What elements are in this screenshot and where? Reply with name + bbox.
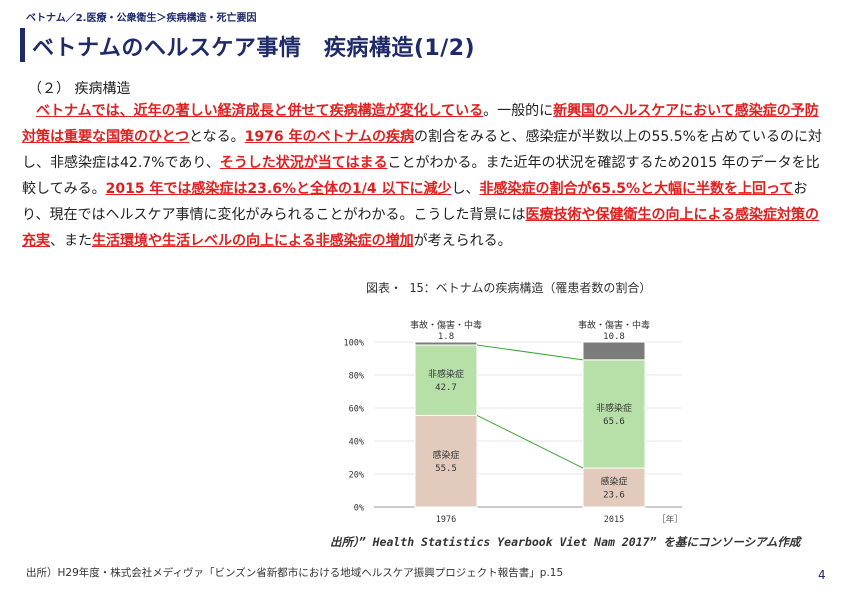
- series-name-label: 非感染症: [596, 402, 632, 414]
- bar-segment: [582, 359, 646, 469]
- body-text: おり、現在ではヘルスケア事情に変化がみられることがわかる。こうした背景には: [22, 181, 808, 223]
- highlighted-text: 生活環境や生活レベルの向上による非感染症の増加: [92, 233, 414, 249]
- highlighted-text: 非感染症の割合が65.5%と大幅に半数を上回って: [479, 181, 794, 197]
- page-title: ベトナムのヘルスケア事情 疾病構造(1/2): [32, 36, 476, 61]
- y-tick-label: 80%: [349, 372, 364, 382]
- highlighted-text: ベトナムでは、近年の著しい経済成長と併せて疾病構造が変化している: [36, 103, 484, 119]
- highlighted-text: そうした状況が当てはまる: [219, 155, 388, 171]
- data-label: 1.8: [438, 332, 454, 342]
- body-text: となる。: [189, 129, 245, 145]
- series-name-label: 事故・傷害・中毒: [410, 319, 482, 331]
- body-text: 、また: [50, 233, 92, 249]
- page-number: 4: [818, 568, 826, 582]
- x-axis-unit: ［年］: [657, 514, 683, 525]
- body-text: 。一般的に: [483, 103, 554, 119]
- body-text: が考えられる。: [413, 233, 512, 249]
- breadcrumb: ベトナム／2.医療・公衆衛生＞疾病構造・死亡要因: [26, 13, 257, 24]
- highlighted-text: 1976 年のベトナムの疾病: [244, 129, 415, 145]
- y-tick-label: 40%: [349, 438, 364, 448]
- x-tick-label: 1976: [436, 515, 456, 525]
- connector-line: [476, 344, 584, 361]
- body-paragraph: ベトナムでは、近年の著しい経済成長と併せて疾病構造が変化している。一般的に新興国…: [22, 98, 827, 254]
- series-name-label: 非感染症: [428, 368, 464, 380]
- bar-segment: [414, 414, 478, 508]
- highlighted-text: 新興国のヘルスケアにおいて感染症の予防対策は重要な国策のひとつ: [22, 103, 819, 145]
- data-label: 55.5: [435, 464, 457, 474]
- y-tick-label: 20%: [349, 471, 364, 481]
- series-name-label: 感染症: [432, 449, 459, 461]
- disease-structure-chart: 0% 20% 40% 60% 80% 100% 1976 感染症 55.5 非感染症 42.7 事故・…: [322, 300, 702, 530]
- series-name-label: 事故・傷害・中毒: [578, 319, 650, 331]
- data-label: 10.8: [603, 332, 625, 342]
- figure-caption: 図表・ 15：ベトナムの疾病構造（罹患者数の割合）: [366, 281, 652, 295]
- y-tick-label: 0%: [354, 504, 364, 514]
- body-text: ことがわかる。また近年の状況を確認するため2015 年のデータを比較してみる。: [22, 155, 820, 197]
- bar-segment: [582, 467, 646, 508]
- footer-source: 出所）H29年度・株式会社メディヴァ「ビンズン省新都市における地域ヘルスケア振興…: [26, 567, 564, 579]
- chart-svg: 0% 20% 40% 60% 80% 100% 1976 感染症 55.5 非感染症 42.7 事故・…: [344, 319, 683, 525]
- data-label: 65.6: [603, 417, 625, 427]
- title-accent-bar: [20, 28, 25, 62]
- y-tick-label: 100%: [344, 339, 364, 349]
- series-name-label: 感染症: [600, 476, 627, 488]
- body-text: の割合をみると、感染症が半数以上の55.5%を占めているのに対し、非感染症は42…: [22, 129, 822, 171]
- bar-segment: [582, 341, 646, 361]
- data-label: 42.7: [435, 383, 457, 393]
- highlighted-text: 2015 年では感染症は23.6%と全体の1/4 以下に減少: [105, 181, 452, 197]
- bar-segment: [414, 341, 478, 346]
- figure-source-note: 出所）” Health Statistics Yearbook Viet Nam…: [330, 535, 801, 549]
- y-tick-label: 60%: [349, 405, 364, 415]
- highlighted-text: 医療技術や保健衛生の向上による感染症対策の充実: [22, 207, 820, 249]
- data-label: 23.6: [603, 491, 625, 501]
- bar-segment: [414, 344, 478, 416]
- body-text: し、: [451, 181, 480, 197]
- body-text: [22, 103, 36, 119]
- section-heading: （２） 疾病構造: [28, 81, 131, 97]
- connector-line: [476, 414, 584, 469]
- x-tick-label: 2015: [604, 515, 624, 525]
